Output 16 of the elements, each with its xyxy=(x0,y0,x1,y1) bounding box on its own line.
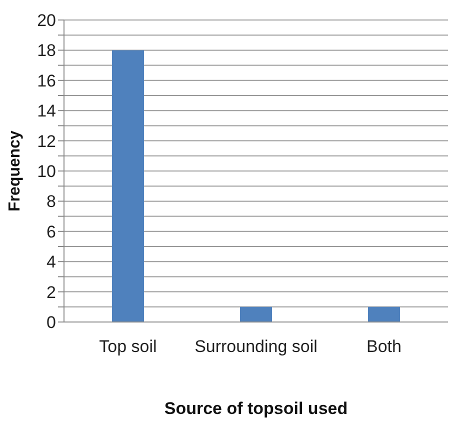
x-tick-label: Both xyxy=(366,337,402,356)
y-tick-label: 18 xyxy=(37,41,56,60)
x-tick-label: Surrounding soil xyxy=(194,337,318,356)
y-tick-label: 0 xyxy=(46,313,56,332)
y-tick-label: 12 xyxy=(37,132,56,151)
y-tick-label: 14 xyxy=(37,102,56,121)
y-axis-title: Frequency xyxy=(6,130,24,212)
y-tick-label: 2 xyxy=(46,282,56,302)
x-axis-title: Source of topsoil used xyxy=(164,399,348,418)
y-tick-label: 10 xyxy=(37,162,56,182)
y-tick-label: 4 xyxy=(46,252,56,272)
y-tick-label: 16 xyxy=(37,71,56,90)
y-tick-label: 20 xyxy=(37,11,56,30)
y-tick-label: 8 xyxy=(46,192,56,212)
x-tick-label: Top soil xyxy=(99,337,157,356)
y-tick-label: 6 xyxy=(46,222,56,242)
